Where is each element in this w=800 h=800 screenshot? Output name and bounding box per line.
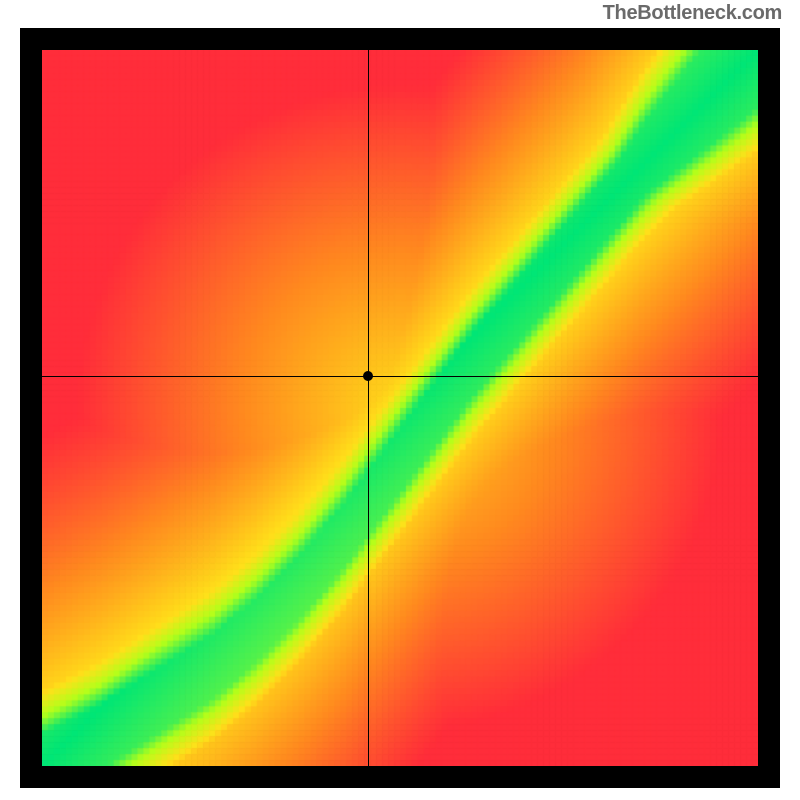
chart-frame [20,28,780,788]
overlay-layer [42,50,758,766]
crosshair-dot [363,371,373,381]
watermark-text: TheBottleneck.com [603,2,782,25]
root-container: TheBottleneck.com [0,0,800,800]
crosshair-vertical [368,50,369,766]
crosshair-horizontal [42,376,758,377]
